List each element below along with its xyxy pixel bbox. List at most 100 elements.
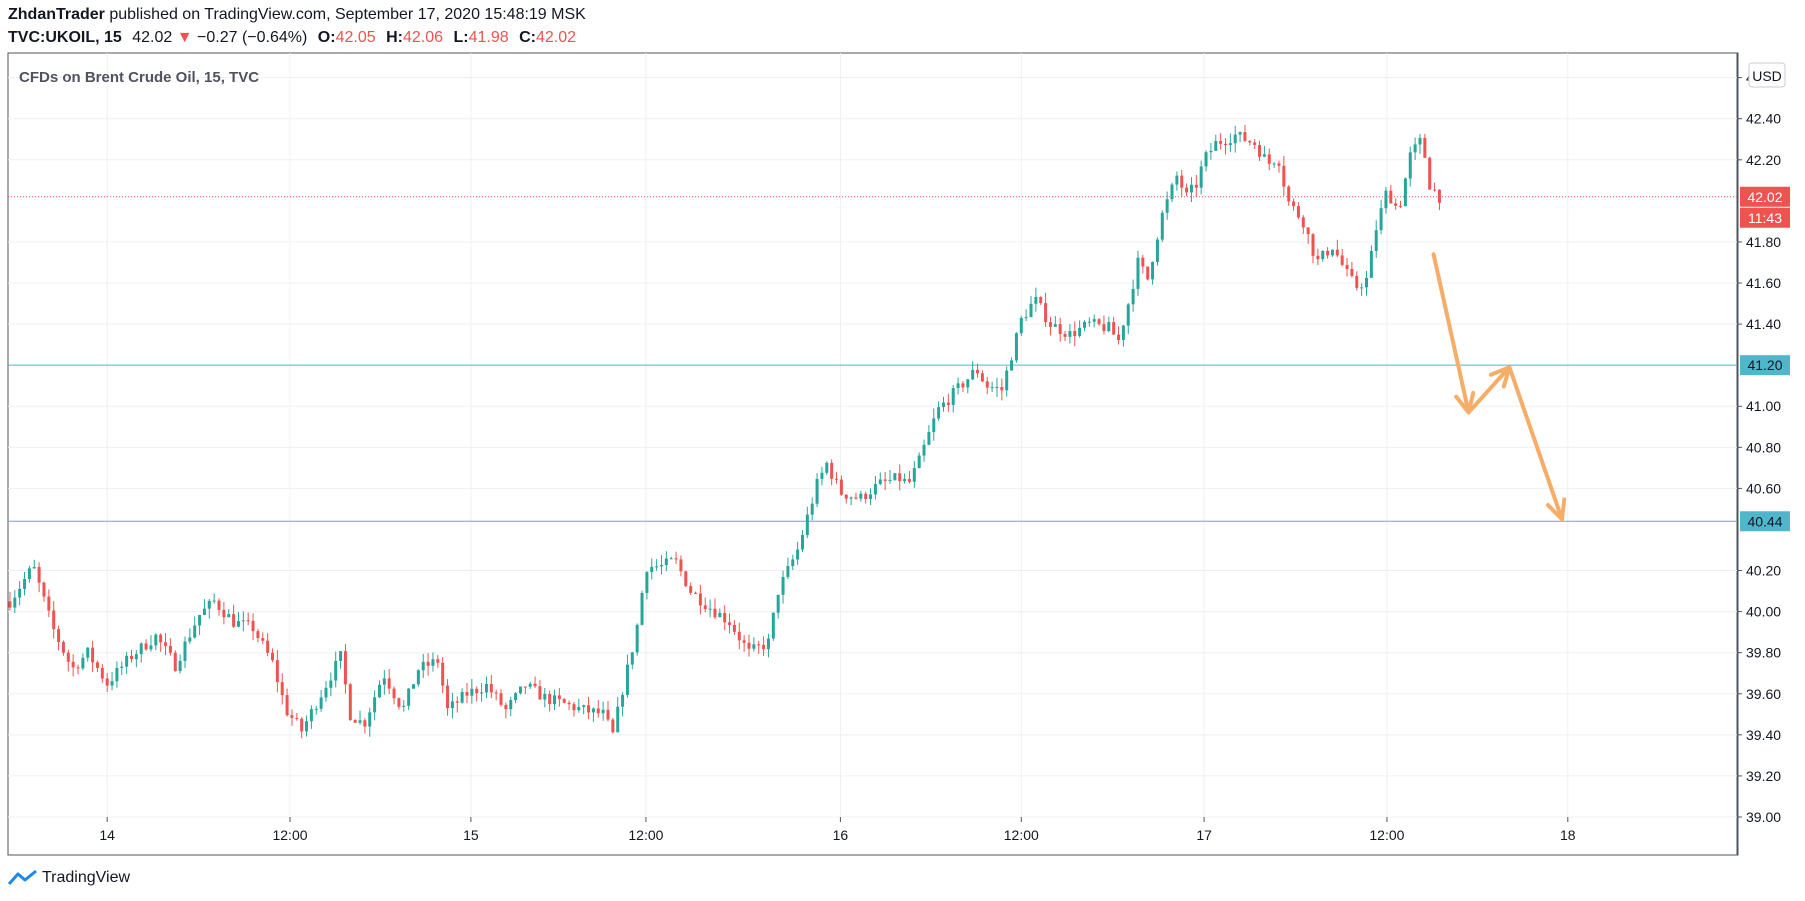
candle-body [110, 681, 114, 686]
candle-body [1000, 387, 1004, 391]
candle-body [465, 692, 469, 696]
candle-body [285, 695, 289, 716]
symbol-label: TVC:UKOIL, 15 [8, 29, 122, 46]
candle-body [227, 614, 231, 618]
candle-body [1306, 227, 1310, 235]
candle-body [27, 568, 31, 580]
time-tick-label: 16 [833, 827, 849, 843]
candle-body [1146, 266, 1150, 280]
candle-body [713, 608, 717, 618]
tradingview-logo-icon [8, 869, 37, 886]
candle-body [149, 645, 153, 650]
candle-body [1053, 324, 1057, 327]
candle-body [1199, 166, 1203, 188]
candle-body [640, 592, 644, 625]
currency-label[interactable]: USD [1752, 68, 1782, 84]
candle-body [441, 662, 445, 686]
candle-body [625, 664, 629, 695]
candle-body [766, 638, 770, 650]
candle-body [961, 383, 965, 388]
candle-body [601, 709, 605, 714]
candle-body [484, 683, 488, 693]
candle-body [154, 634, 158, 646]
candle-body [1136, 257, 1140, 289]
candle-body [1204, 152, 1208, 167]
candle-body [295, 717, 299, 719]
time-tick-label: 12:00 [1369, 827, 1404, 843]
open-label: O: [317, 29, 336, 46]
open-value: 42.05 [335, 29, 376, 46]
chart-frame [7, 52, 1739, 856]
high-label: H: [386, 29, 403, 46]
candle-body [621, 694, 625, 707]
candle-body [504, 704, 508, 710]
tradingview-brand: TradingView [42, 869, 131, 886]
candle-body [577, 707, 581, 711]
forecast-arrow-line [1466, 365, 1512, 415]
candle-body [572, 704, 576, 711]
candle-body [635, 624, 639, 653]
candle-body [1092, 319, 1096, 322]
candle-body [139, 643, 143, 655]
candle-body [679, 559, 683, 572]
time-axis[interactable]: 14 12:00 15 12:00 16 12:00 17 12:00 18 [99, 817, 1576, 843]
candle-body [431, 659, 435, 666]
candle-body [1248, 140, 1252, 143]
candle-body [1428, 157, 1432, 190]
candle-body [781, 576, 785, 595]
candle-body [995, 387, 999, 389]
candle-body [567, 702, 571, 705]
candle-body [460, 692, 464, 703]
candle-body [1058, 324, 1062, 334]
candle-body [611, 719, 615, 733]
candle-body [932, 418, 936, 433]
candle-body [1175, 175, 1179, 185]
candle-body [1160, 212, 1164, 240]
currency-box[interactable] [1748, 62, 1786, 88]
candle-body [1141, 257, 1145, 267]
candle-body [95, 662, 99, 668]
candle-body [1403, 178, 1407, 207]
candle-body [1223, 143, 1227, 146]
candle-body [1112, 322, 1116, 335]
candle-body [470, 688, 474, 696]
candle-body [115, 667, 119, 682]
candle-body [523, 686, 527, 688]
forecast-arrow-line [1507, 365, 1564, 522]
candle-body [1253, 142, 1257, 145]
candle-body [1374, 230, 1378, 251]
price-tick-label: 39.20 [1746, 768, 1781, 784]
candle-body [246, 620, 250, 622]
candle-body [533, 683, 537, 687]
candle-body [61, 641, 65, 653]
countdown-badge [1740, 207, 1790, 228]
candle-body [1087, 321, 1091, 323]
candle-body [222, 609, 226, 618]
candle-body [1369, 250, 1373, 278]
tradingview-logo[interactable]: TradingView [8, 869, 130, 887]
price-tick-label: 39.60 [1746, 686, 1781, 702]
candle-body [475, 688, 479, 694]
price-tick-label: 40.00 [1746, 604, 1781, 620]
candle-body [878, 479, 882, 485]
price-axis[interactable]: 42.6042.4042.2041.8041.6041.4041.0040.80… [1737, 70, 1781, 825]
candle-body [1360, 287, 1364, 289]
candle-body [1258, 144, 1262, 157]
candle-body [659, 565, 663, 567]
price-tick-label: 39.80 [1746, 645, 1781, 661]
candle-body [553, 695, 557, 705]
ohlc-line: TVC:UKOIL, 15 42.02 ▼ −0.27 (−0.64%) O:4… [8, 29, 576, 47]
candle-body [606, 709, 610, 720]
time-tick-label: 17 [1196, 827, 1212, 843]
candle-body [489, 683, 493, 693]
candle-body [689, 586, 693, 593]
candle-body [159, 634, 163, 643]
author-name[interactable]: ZhdanTrader [8, 6, 105, 23]
forecast-arrows[interactable] [1431, 252, 1567, 522]
price-tick-label: 41.80 [1746, 234, 1781, 250]
candle-body [217, 600, 221, 610]
candle-body [684, 571, 688, 587]
currency-button[interactable]: USD [1748, 62, 1786, 88]
candle-body [358, 720, 362, 723]
